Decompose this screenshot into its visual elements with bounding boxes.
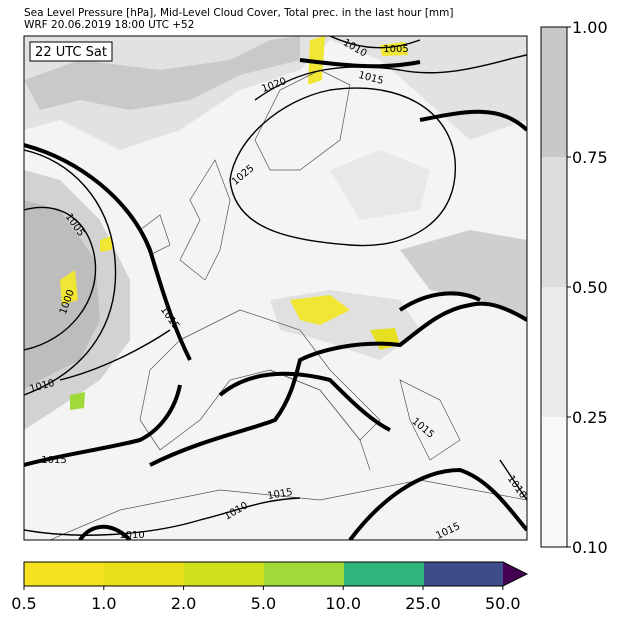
cloud-tick-label: 0.10 bbox=[572, 538, 608, 557]
precip-tick-label: 0.5 bbox=[11, 594, 36, 613]
cloud-tick-label: 0.75 bbox=[572, 148, 608, 167]
cloud-colorbar bbox=[540, 26, 568, 548]
cloud-tick-label: 1.00 bbox=[572, 18, 608, 37]
title-line-2: WRF 20.06.2019 18:00 UTC +52 bbox=[24, 19, 194, 31]
map-frame bbox=[23, 35, 528, 541]
time-label: 22 UTC Sat bbox=[35, 45, 107, 60]
precip-colorbar bbox=[23, 561, 529, 587]
precip-tick-label: 25.0 bbox=[405, 594, 441, 613]
time-box bbox=[29, 41, 113, 62]
precip-tick-label: 10.0 bbox=[325, 594, 361, 613]
cloud-ticks: 1.00 0.75 0.50 0.25 0.10 bbox=[567, 18, 608, 557]
precip-tick-label: 5.0 bbox=[251, 594, 276, 613]
precip-tick-label: 1.0 bbox=[91, 594, 116, 613]
isobar-label: 1015 bbox=[267, 487, 294, 502]
precip-tick-label: 2.0 bbox=[171, 594, 196, 613]
title-line-1: Sea Level Pressure [hPa], Mid-Level Clou… bbox=[24, 7, 454, 19]
precip-tick-label: 50.0 bbox=[485, 594, 521, 613]
cloud-tick-label: 0.50 bbox=[572, 278, 608, 297]
cloud-tick-label: 0.25 bbox=[572, 408, 608, 427]
isobar-label: 1015 bbox=[41, 455, 66, 466]
isobar-label: 1010 bbox=[119, 530, 144, 541]
precip-ticks: 0.5 1.0 2.0 5.0 10.0 25.0 50.0 bbox=[11, 586, 521, 613]
isobar-label: 1005 bbox=[383, 44, 408, 55]
map-area: 1005 1000 1010 1015 1015 1020 1025 1010 … bbox=[24, 36, 527, 541]
